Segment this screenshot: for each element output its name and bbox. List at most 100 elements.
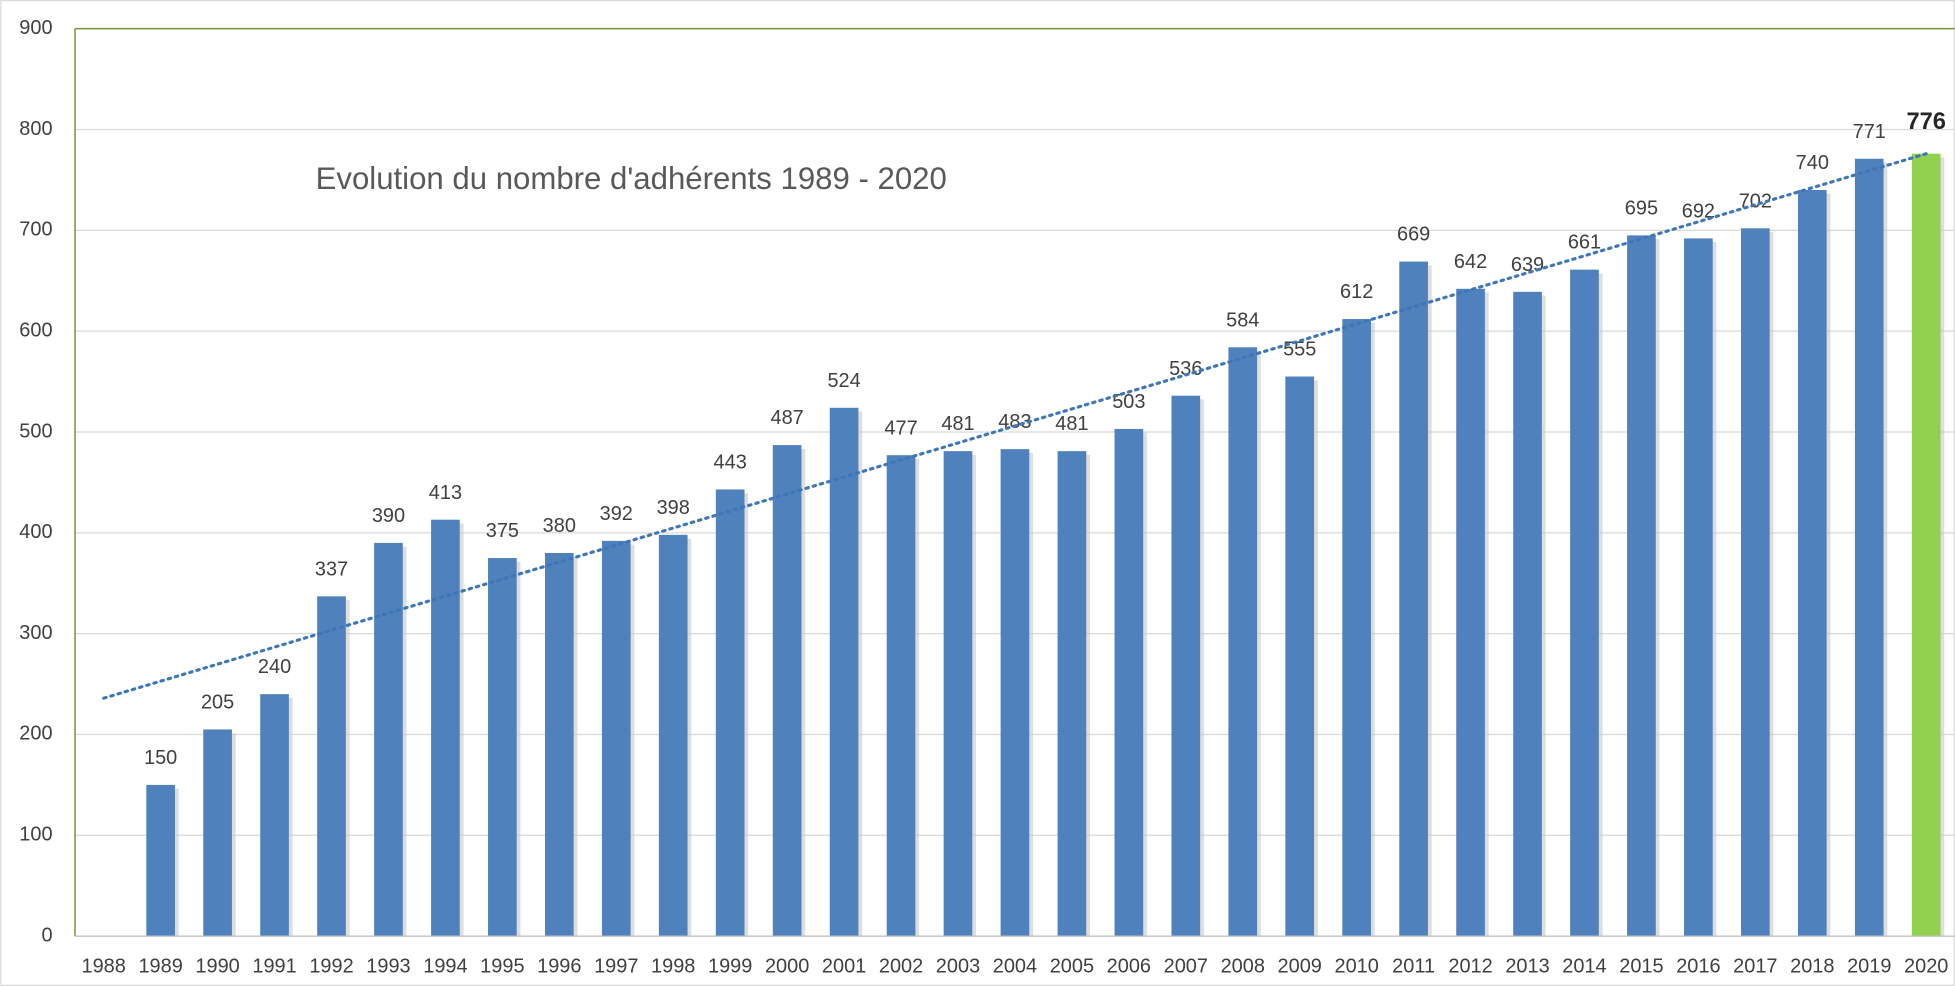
chart-title: Evolution du nombre d'adhérents 1989 - 2… <box>316 161 947 196</box>
bar <box>1399 261 1428 937</box>
x-tick-label: 2008 <box>1221 956 1265 978</box>
trendline <box>102 152 1928 700</box>
data-label: 205 <box>201 692 234 714</box>
bar <box>431 519 460 937</box>
bar <box>1342 319 1372 937</box>
x-tick-label: 1991 <box>252 956 296 978</box>
data-label: 150 <box>144 747 177 769</box>
x-tick-label: 2011 <box>1392 956 1435 978</box>
data-label: 392 <box>600 503 633 525</box>
x-tick-label: 1996 <box>537 956 581 978</box>
bar <box>886 455 916 937</box>
data-label: 584 <box>1226 309 1259 331</box>
x-tick-label: 2019 <box>1847 956 1891 978</box>
y-tick-label: 300 <box>19 622 52 644</box>
data-label: 413 <box>429 482 462 504</box>
data-label: 536 <box>1169 358 1202 380</box>
bar <box>1114 428 1144 937</box>
bar <box>1057 451 1087 937</box>
bar <box>146 784 175 937</box>
x-tick-label: 2003 <box>936 956 980 978</box>
x-tick-label: 2005 <box>1050 956 1094 978</box>
data-label: 524 <box>827 370 860 392</box>
y-tick-label: 500 <box>19 420 52 442</box>
data-label: 398 <box>657 497 690 519</box>
data-label: 771 <box>1853 121 1886 143</box>
x-tick-label: 1988 <box>82 956 126 978</box>
data-label: 477 <box>884 417 917 439</box>
x-tick-label: 2012 <box>1448 956 1492 978</box>
data-label: 481 <box>1055 413 1088 435</box>
x-tick-label: 1997 <box>594 956 638 978</box>
x-tick-label: 2016 <box>1676 956 1720 978</box>
bar <box>317 596 346 937</box>
bar <box>1684 238 1713 937</box>
bar <box>829 407 859 937</box>
x-tick-label: 1995 <box>480 956 524 978</box>
data-label: 487 <box>770 407 803 429</box>
bar <box>260 694 289 937</box>
x-tick-label: 2007 <box>1164 956 1208 978</box>
x-tick-label: 1989 <box>138 956 182 978</box>
x-tick-label: 2018 <box>1790 956 1834 978</box>
x-tick-label: 2014 <box>1562 956 1606 978</box>
bar <box>1741 228 1770 937</box>
data-label: 612 <box>1340 281 1373 303</box>
bar <box>1228 347 1258 937</box>
x-tick-label: 1999 <box>708 956 752 978</box>
bar <box>1854 158 1884 937</box>
data-label: 692 <box>1682 200 1715 222</box>
y-tick-label: 0 <box>41 924 52 946</box>
x-tick-label: 2017 <box>1733 956 1777 978</box>
x-tick-label: 2009 <box>1278 956 1322 978</box>
data-label: 380 <box>543 515 576 537</box>
data-label: 555 <box>1283 339 1316 361</box>
x-tick-label: 2010 <box>1334 956 1378 978</box>
x-tick-label: 2015 <box>1619 956 1663 978</box>
data-label: 337 <box>315 558 348 580</box>
data-label: 642 <box>1454 251 1487 273</box>
bar <box>1570 269 1599 937</box>
bar <box>1285 376 1315 937</box>
data-label: 776 <box>1906 109 1946 135</box>
data-label: 390 <box>372 505 405 527</box>
bar <box>715 489 745 937</box>
bar <box>1456 288 1485 937</box>
bar <box>772 445 802 937</box>
bar <box>1513 291 1542 937</box>
y-tick-label: 100 <box>19 824 52 846</box>
x-tick-label: 2020 <box>1904 956 1948 978</box>
x-tick-label: 1990 <box>195 956 239 978</box>
x-tick-label: 2013 <box>1505 956 1549 978</box>
data-label: 443 <box>714 452 747 474</box>
x-tick-label: 2001 <box>822 956 866 978</box>
bar <box>1627 235 1656 937</box>
data-label: 661 <box>1568 232 1601 254</box>
y-tick-label: 900 <box>19 17 52 39</box>
bar <box>1171 395 1201 937</box>
x-tick-label: 1993 <box>366 956 410 978</box>
data-label: 740 <box>1796 152 1829 174</box>
y-tick-label: 200 <box>19 723 52 745</box>
data-label: 375 <box>486 520 519 542</box>
bar <box>1911 153 1941 937</box>
bar <box>544 552 574 937</box>
x-tick-label: 1998 <box>651 956 695 978</box>
x-tick-label: 2002 <box>879 956 923 978</box>
data-label: 669 <box>1397 224 1430 246</box>
y-tick-label: 800 <box>19 118 52 140</box>
y-tick-label: 700 <box>19 219 52 241</box>
x-tick-label: 2006 <box>1107 956 1151 978</box>
bar <box>488 558 517 937</box>
y-tick-label: 600 <box>19 319 52 341</box>
bar <box>203 729 232 937</box>
bar <box>1000 449 1030 937</box>
bar <box>374 542 403 937</box>
data-label: 695 <box>1625 197 1658 219</box>
x-tick-label: 2004 <box>993 956 1037 978</box>
x-tick-label: 1992 <box>309 956 353 978</box>
data-label: 639 <box>1511 254 1544 276</box>
